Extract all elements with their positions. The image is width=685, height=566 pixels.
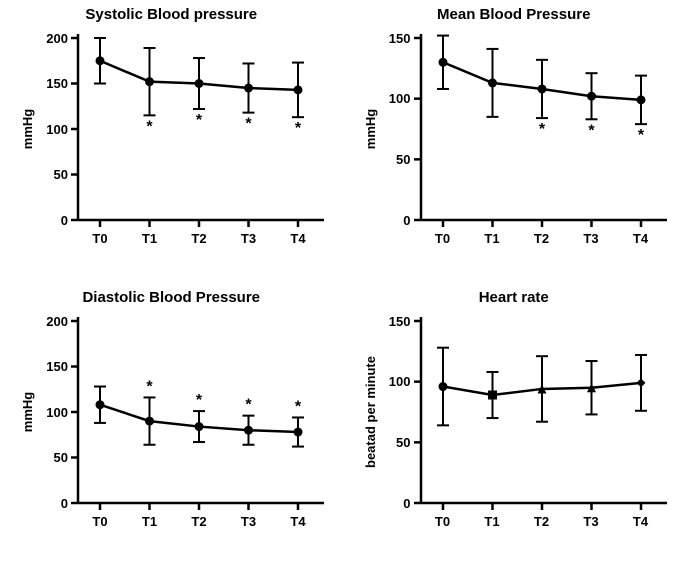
svg-text:*: *	[196, 392, 203, 409]
svg-text:*: *	[295, 398, 302, 415]
svg-text:*: *	[538, 121, 545, 138]
chart-svg: * * * *	[0, 283, 343, 566]
svg-text:*: *	[588, 122, 595, 139]
svg-text:*: *	[295, 120, 302, 137]
chart-svg: * * *	[343, 0, 685, 283]
panel-heartrate: Heart ratebeatad per minute050100150T0T1…	[343, 283, 685, 566]
panel-systolic: Systolic Blood pressuremmHg050100150200T…	[0, 0, 343, 283]
svg-text:*: *	[245, 397, 252, 414]
svg-text:*: *	[146, 378, 153, 395]
panel-diastolic: Diastolic Blood PressuremmHg050100150200…	[0, 283, 343, 566]
chart-svg	[343, 283, 685, 566]
chart-grid: Systolic Blood pressuremmHg050100150200T…	[0, 0, 685, 566]
panel-mean: Mean Blood PressuremmHg050100150T0T1T2T3…	[343, 0, 685, 283]
svg-text:*: *	[146, 118, 153, 135]
chart-svg: * * * *	[0, 0, 343, 283]
svg-text:*: *	[637, 127, 644, 144]
svg-text:*: *	[245, 116, 252, 133]
svg-text:*: *	[196, 112, 203, 129]
